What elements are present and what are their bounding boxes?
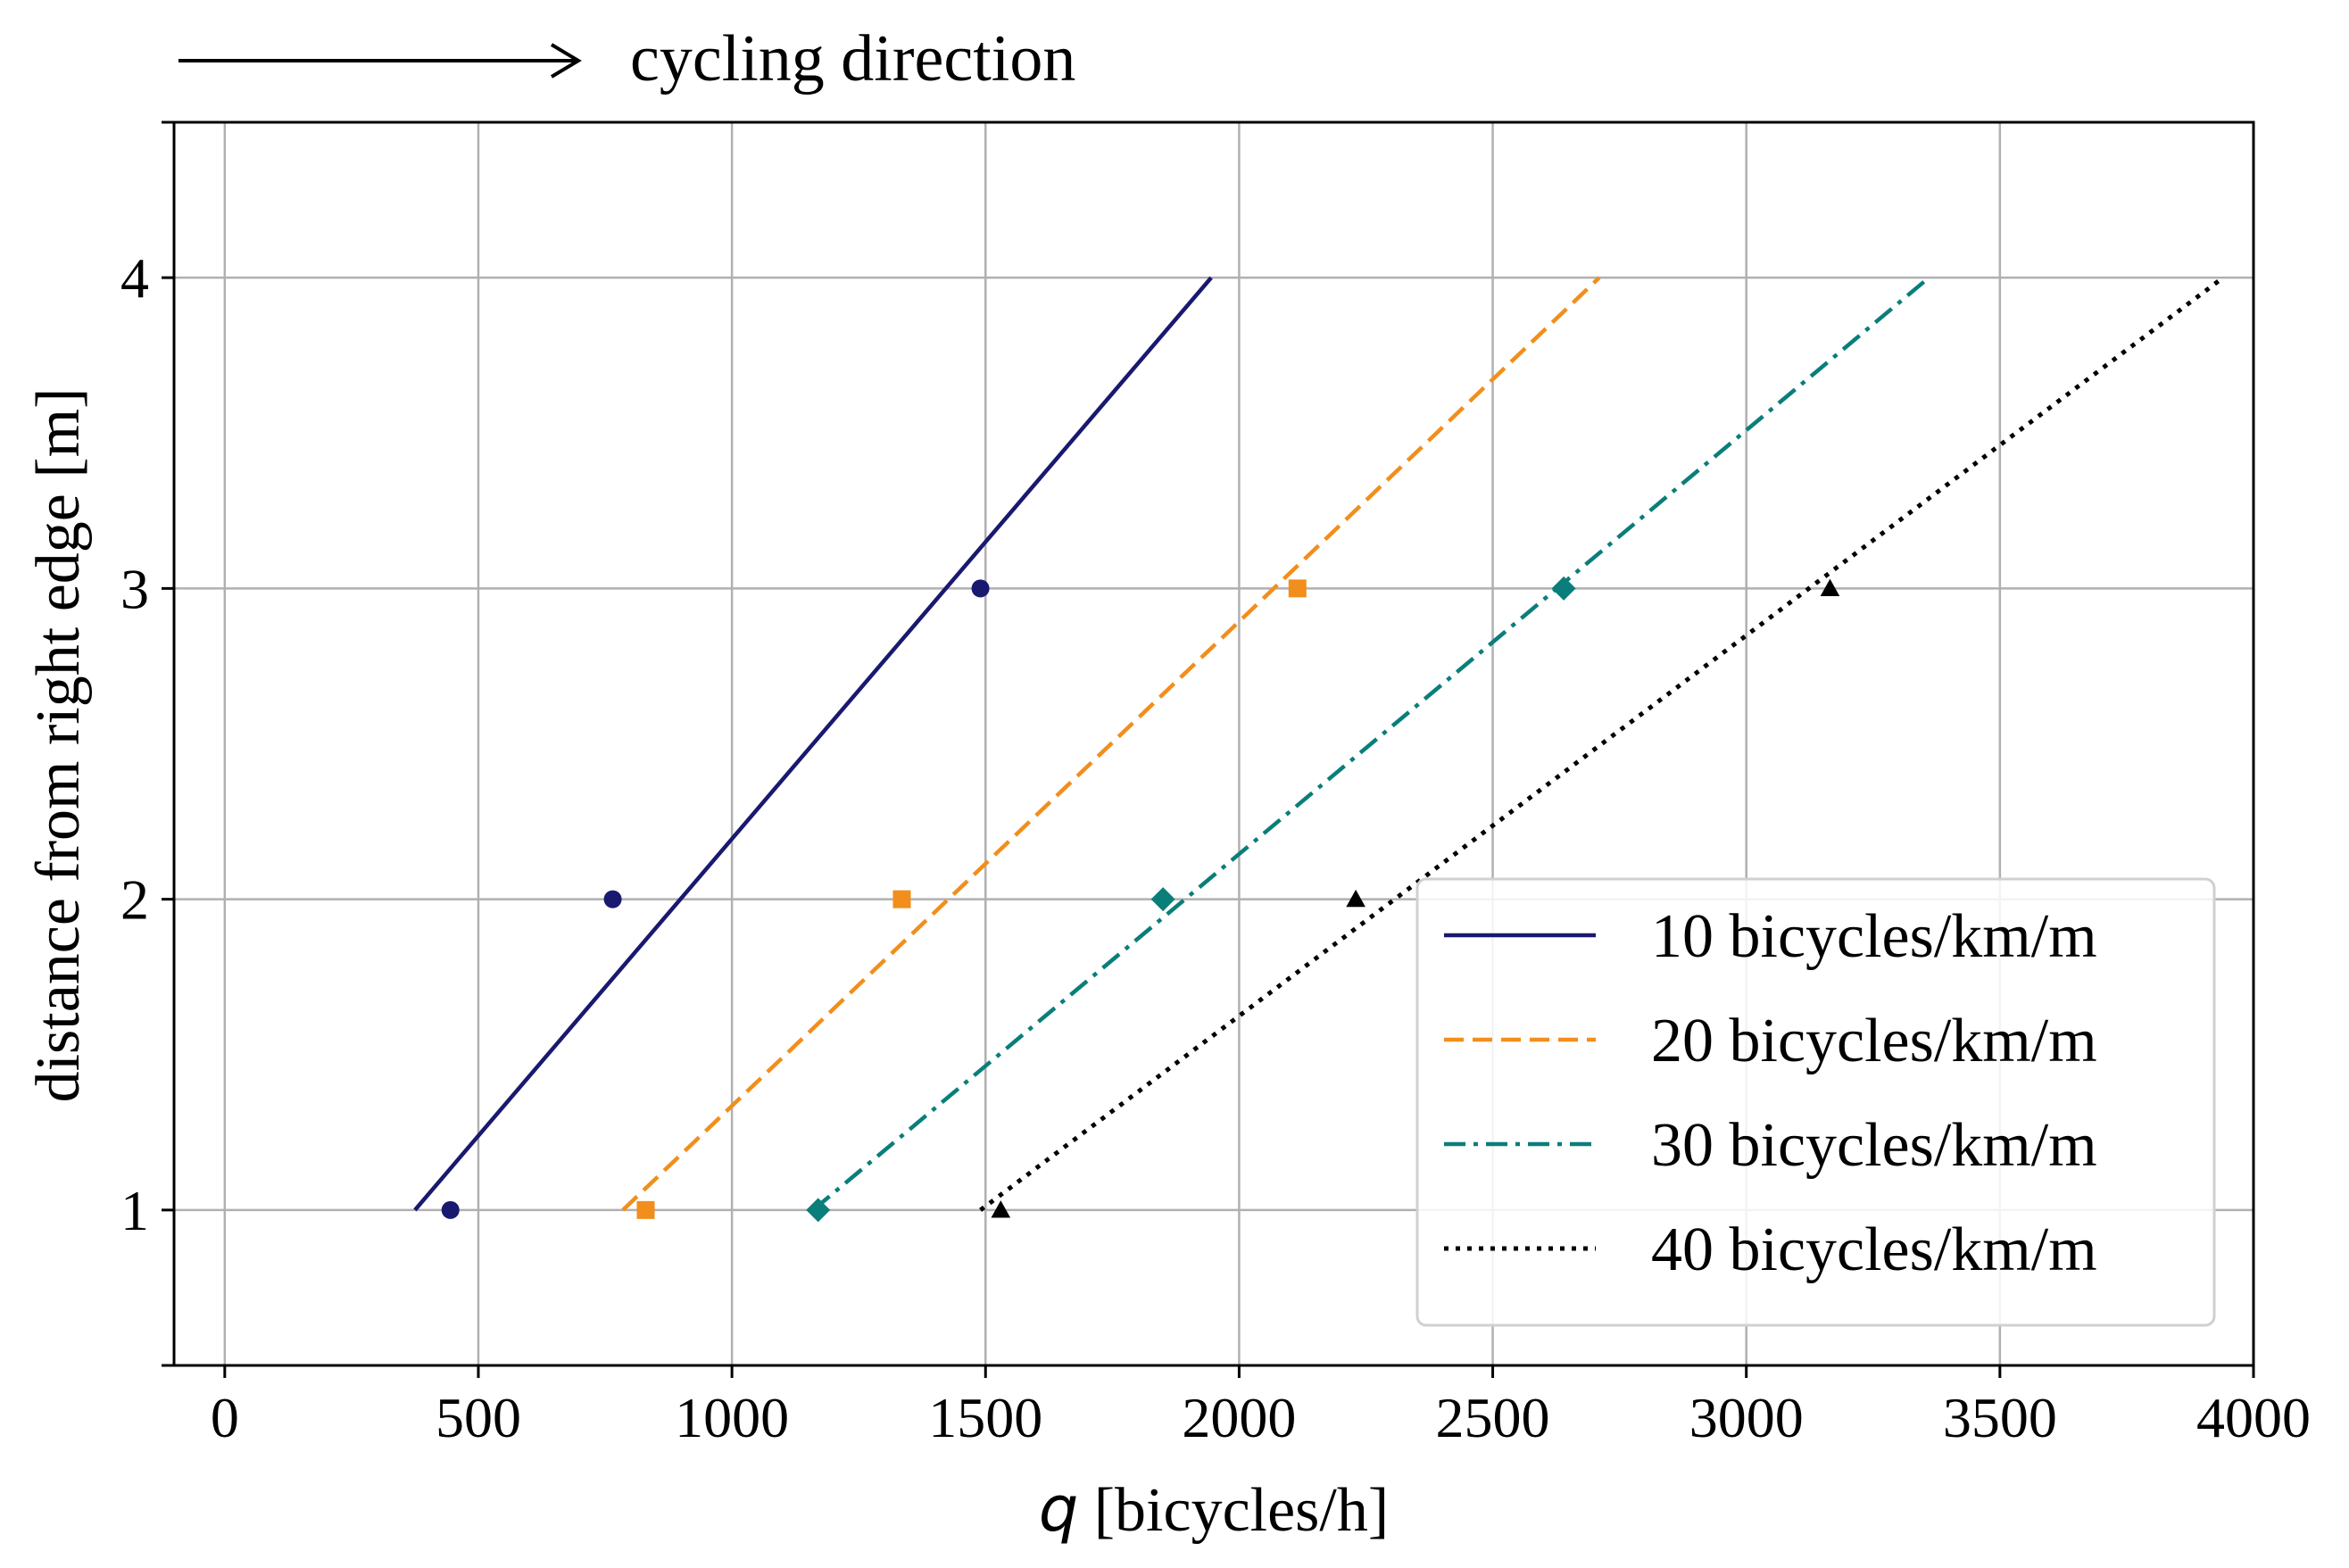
series-1-point-3: [971, 579, 990, 598]
series-2-point-1: [636, 1200, 655, 1219]
series-3-point-1: [806, 1198, 831, 1223]
direction-arrow-head: [550, 43, 582, 79]
legend-label-4: 40 bicycles/km/m: [1651, 1215, 2097, 1284]
series-4-point-2: [1346, 889, 1365, 908]
series-2-point-3: [1288, 579, 1307, 598]
legend-box: [1415, 877, 2216, 1327]
series-line-1: [413, 276, 1213, 1212]
x-axis-label-unit: [bicycles/h]: [1078, 1476, 1389, 1545]
y-tick-label: 2: [120, 868, 149, 932]
x-tick-label: 1500: [928, 1386, 1042, 1449]
legend: 10 bicycles/km/m 20 bicycles/km/m 30 bicyc…: [1415, 877, 2216, 1327]
series-group: [413, 276, 2225, 1212]
x-tick-label: 2500: [1436, 1386, 1550, 1449]
x-axis-label: q [bicycles/h]: [1039, 1473, 1389, 1546]
x-tick-label: 3500: [1943, 1386, 2057, 1449]
series-line-3: [811, 276, 1930, 1212]
legend-label-1: 10 bicycles/km/m: [1651, 902, 2097, 971]
series-2-point-2: [892, 890, 911, 908]
legend-entries: 10 bicycles/km/m 20 bicycles/km/m 30 bicyc…: [1444, 902, 2097, 1284]
legend-label-3: 30 bicycles/km/m: [1651, 1111, 2097, 1180]
series-3-point-2: [1150, 887, 1175, 912]
series-1-point-1: [441, 1200, 460, 1219]
series-4-point-3: [1820, 578, 1840, 597]
x-tick-label: 500: [436, 1386, 521, 1449]
series-line-2: [621, 276, 1601, 1212]
x-tick-label: 3000: [1689, 1386, 1804, 1449]
x-tick-label: 4000: [2196, 1386, 2311, 1449]
axis-ticks: 0 500 1000 1500 2000 2500 3000 3500 4000 1 2 3 4: [120, 120, 2311, 1449]
x-axis-label-variable: q: [1039, 1473, 1078, 1546]
x-tick-label: 2000: [1182, 1386, 1296, 1449]
x-tick-label: 0: [211, 1386, 239, 1449]
y-tick-label: 1: [120, 1179, 149, 1242]
series-line-4: [979, 276, 2225, 1212]
x-tick-label: 1000: [675, 1386, 789, 1449]
markers-group: [441, 576, 1840, 1223]
y-axis-label: distance from right edge [m]: [24, 388, 93, 1103]
legend-label-2: 20 bicycles/km/m: [1651, 1007, 2097, 1075]
cycling-direction-annotation: cycling direction: [178, 22, 1075, 95]
direction-label: cycling direction: [630, 22, 1075, 95]
series-3-point-3: [1551, 576, 1576, 601]
y-tick-label: 3: [120, 557, 149, 620]
plot-frame: [172, 120, 2255, 1367]
series-4-point-1: [991, 1200, 1011, 1218]
series-1-point-2: [603, 890, 622, 908]
y-tick-label: 4: [120, 246, 149, 310]
